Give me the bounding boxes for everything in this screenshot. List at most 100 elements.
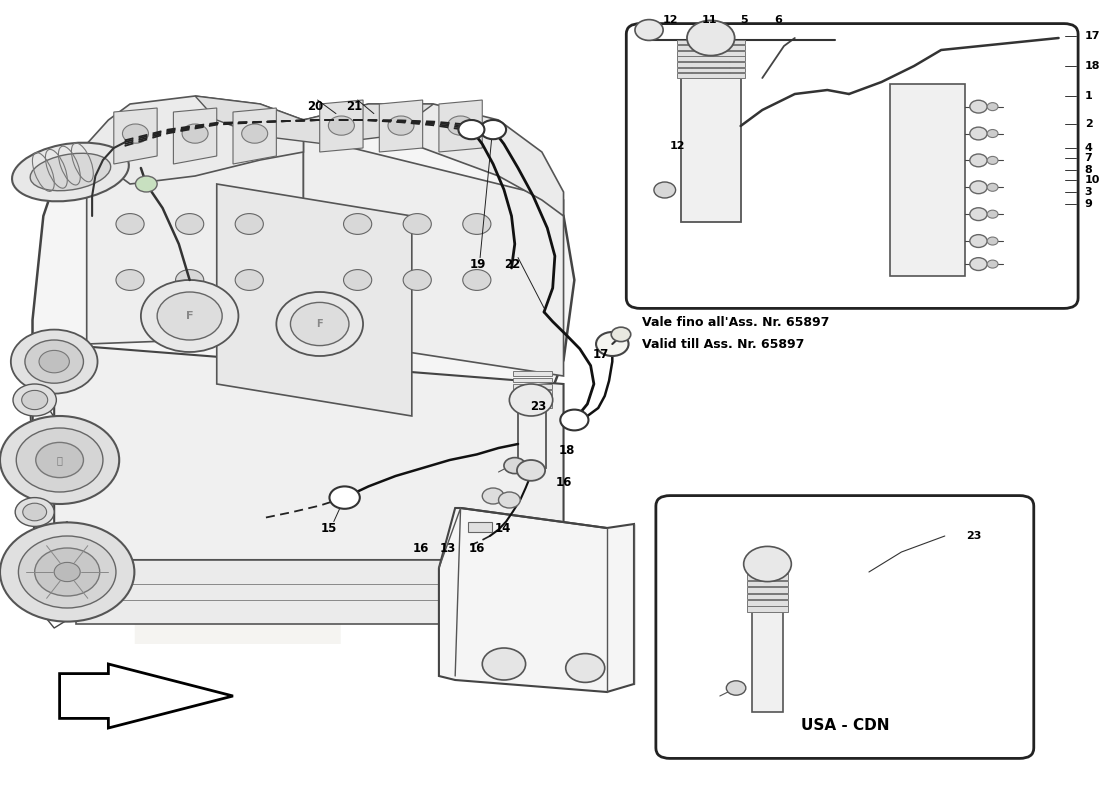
Circle shape [987,102,998,110]
Bar [747,594,788,599]
Polygon shape [87,136,304,344]
Circle shape [987,237,998,245]
Circle shape [36,442,84,478]
Circle shape [25,340,84,383]
Circle shape [970,258,987,270]
Polygon shape [113,108,157,164]
Bar [890,84,966,275]
Circle shape [517,460,546,481]
Circle shape [482,648,526,680]
Circle shape [329,116,354,135]
Text: 11: 11 [702,15,717,25]
Bar [681,78,740,222]
Polygon shape [320,100,363,152]
Circle shape [235,214,263,234]
Text: 🐎: 🐎 [57,455,63,465]
Polygon shape [174,108,217,164]
Circle shape [141,280,239,352]
Circle shape [15,498,54,526]
Circle shape [183,124,208,143]
Text: 3: 3 [1085,187,1092,197]
Circle shape [504,458,526,474]
Circle shape [39,350,69,373]
Bar [747,574,788,580]
Circle shape [135,176,157,192]
Bar [747,587,788,593]
Text: 21: 21 [346,99,363,113]
Bar [676,62,745,67]
Circle shape [176,214,204,234]
Polygon shape [217,184,411,416]
Text: 5: 5 [740,15,748,25]
Text: 16: 16 [469,542,485,554]
Circle shape [987,210,998,218]
Circle shape [157,292,222,340]
Bar [676,57,745,62]
Circle shape [11,330,98,394]
Circle shape [13,384,56,416]
Circle shape [970,100,987,113]
Text: 2: 2 [103,347,374,725]
Circle shape [448,116,474,135]
Circle shape [970,154,987,166]
Circle shape [54,562,80,582]
Polygon shape [87,96,304,184]
Circle shape [480,120,506,139]
Bar [676,68,745,73]
Text: 16: 16 [412,542,429,554]
Text: Vale fino all'Ass. Nr. 65897: Vale fino all'Ass. Nr. 65897 [642,315,829,329]
Text: 17: 17 [593,347,609,361]
Text: USA - CDN: USA - CDN [801,718,889,733]
Text: 18: 18 [1085,61,1100,71]
Text: 8: 8 [1085,165,1092,175]
Circle shape [403,214,431,234]
Circle shape [744,546,791,582]
Text: 16: 16 [556,475,572,489]
Polygon shape [33,120,574,608]
Circle shape [987,260,998,268]
Circle shape [403,270,431,290]
Bar [747,600,788,606]
Bar [676,51,745,56]
Bar [513,384,551,389]
Text: a passion
for parts inc.: a passion for parts inc. [264,433,538,591]
Circle shape [343,214,372,234]
Circle shape [388,116,414,135]
Circle shape [565,654,605,682]
Polygon shape [233,108,276,164]
Text: 20: 20 [307,99,323,113]
Bar [513,397,551,402]
Circle shape [22,390,47,410]
Circle shape [330,486,360,509]
Polygon shape [379,100,422,152]
Bar [747,606,788,612]
Text: 23: 23 [967,531,982,541]
Circle shape [970,208,987,221]
Text: 12: 12 [662,15,678,25]
Polygon shape [439,100,482,152]
Text: 4: 4 [1085,143,1092,153]
Circle shape [987,130,998,138]
Bar [513,390,551,395]
Circle shape [987,157,998,164]
Circle shape [23,503,46,521]
Text: Valid till Ass. Nr. 65897: Valid till Ass. Nr. 65897 [642,338,805,350]
Text: 1: 1 [1085,91,1092,101]
Circle shape [459,120,484,139]
Circle shape [116,270,144,290]
Polygon shape [304,136,563,376]
FancyBboxPatch shape [656,495,1034,758]
Text: 9: 9 [1085,199,1092,209]
Circle shape [0,522,134,622]
Bar [676,74,745,78]
Circle shape [276,292,363,356]
Circle shape [970,234,987,247]
Circle shape [635,19,663,40]
Text: 19: 19 [470,258,486,270]
Polygon shape [54,344,563,560]
Text: 2: 2 [1085,119,1092,129]
Circle shape [176,270,204,290]
Bar [513,403,551,408]
Circle shape [242,124,267,143]
Text: 23: 23 [530,399,546,413]
